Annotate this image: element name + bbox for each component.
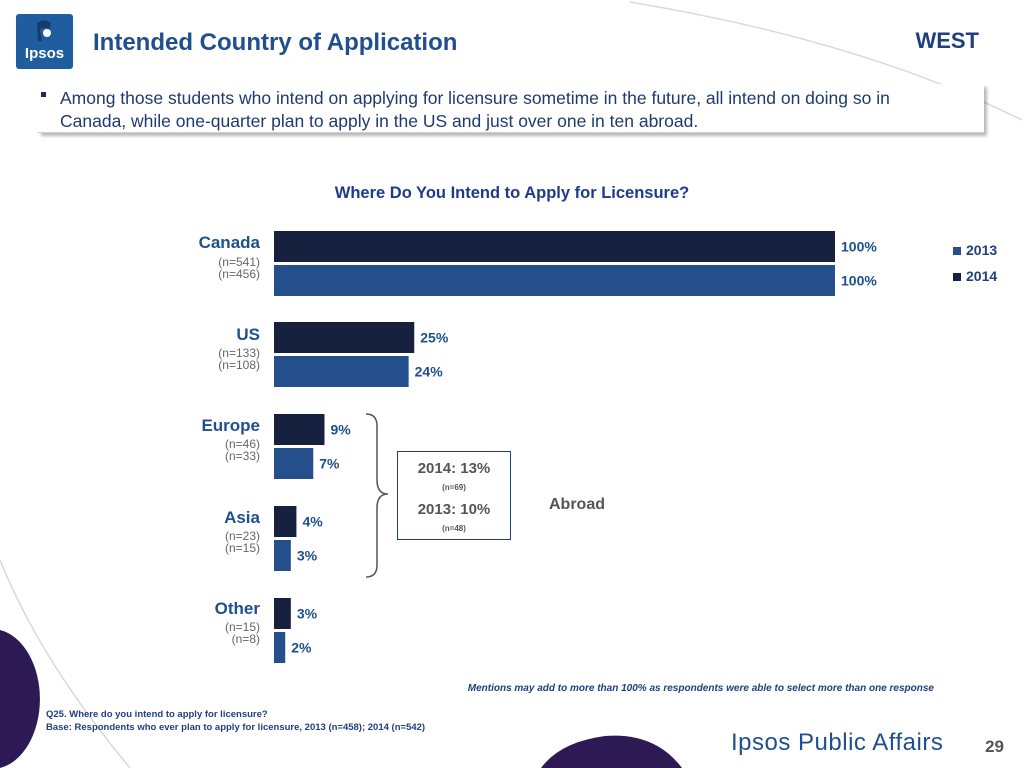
abroad-2014-value: 2014: 13%: [417, 460, 491, 477]
bar-label-us-2013: 24%: [415, 364, 444, 380]
footnote: Q25. Where do you intend to apply for li…: [46, 708, 425, 734]
page-title: Intended Country of Application: [93, 29, 458, 56]
sample-size-other-2013: (n=8): [231, 632, 260, 646]
page-number: 29: [985, 737, 1004, 756]
bar-label-asia-2013: 3%: [297, 548, 318, 564]
bar-label-europe-2013: 7%: [319, 456, 340, 472]
logo-mark-icon: [31, 20, 56, 44]
question-text: Q25. Where do you intend to apply for li…: [46, 709, 268, 720]
chart-title: Where Do You Intend to Apply for Licensu…: [334, 184, 690, 202]
legend-label-2013: 2013: [966, 242, 998, 258]
category-label-asia: Asia: [224, 508, 260, 527]
sample-size-us-2013: (n=108): [218, 358, 260, 372]
sample-size-canada-2013: (n=456): [218, 267, 260, 281]
abroad-summary-box: 2014: 13% (n=69) 2013: 10% (n=48): [397, 451, 511, 540]
sample-size-us-2014: (n=133): [218, 346, 260, 360]
bar-us-2014: [274, 322, 415, 353]
region-label: WEST: [915, 28, 979, 53]
bar-europe-2013: [274, 448, 314, 479]
category-label-other: Other: [214, 599, 260, 618]
bar-asia-2014: [274, 506, 297, 537]
abroad-2013-value: 2013: 10%: [417, 501, 491, 518]
bar-canada-2013: [274, 265, 835, 296]
mentions-note: Mentions may add to more than 100% as re…: [467, 683, 934, 694]
bar-label-europe-2014: 9%: [330, 422, 351, 438]
sample-size-canada-2014: (n=541): [218, 255, 260, 269]
bar-label-canada-2013: 100%: [841, 273, 877, 289]
bar-canada-2014: [274, 231, 835, 262]
base-text: Base: Respondents who ever plan to apply…: [46, 722, 426, 733]
brand-wordmark: Ipsos Public Affairs: [731, 729, 944, 756]
bar-label-asia-2014: 4%: [302, 514, 323, 530]
bar-other-2013: [274, 632, 286, 663]
ipsos-logo: Ipsos: [16, 14, 73, 69]
sample-size-asia-2013: (n=15): [224, 541, 260, 555]
abroad-2014-sample-size: (n=69): [442, 483, 466, 492]
bullet-icon: [41, 92, 46, 97]
bar-asia-2013: [274, 540, 291, 571]
legend-swatch-2013: [953, 247, 961, 255]
category-label-canada: Canada: [198, 233, 260, 252]
category-label-us: US: [236, 325, 260, 344]
summary-callout: Among those students who intend on apply…: [38, 84, 984, 133]
category-label-europe: Europe: [201, 416, 260, 435]
bar-label-canada-2014: 100%: [841, 239, 877, 255]
sample-size-europe-2013: (n=33): [224, 449, 260, 463]
abroad-label: Abroad: [549, 496, 605, 513]
bar-label-other-2014: 3%: [297, 606, 318, 622]
bar-label-other-2013: 2%: [291, 640, 312, 656]
summary-text: Among those students who intend on apply…: [60, 88, 890, 131]
abroad-2013-sample-size: (n=48): [442, 524, 466, 533]
bar-label-us-2014: 25%: [420, 330, 449, 346]
sample-size-europe-2014: (n=46): [224, 437, 260, 451]
abroad-brace: [365, 413, 389, 578]
sample-size-asia-2014: (n=23): [224, 529, 260, 543]
legend-swatch-2014: [953, 273, 961, 281]
sample-size-other-2014: (n=15): [224, 620, 260, 634]
legend-label-2014: 2014: [966, 268, 998, 284]
logo-text: Ipsos: [24, 45, 65, 62]
bar-europe-2014: [274, 414, 325, 445]
bar-other-2014: [274, 598, 291, 629]
bar-us-2013: [274, 356, 409, 387]
